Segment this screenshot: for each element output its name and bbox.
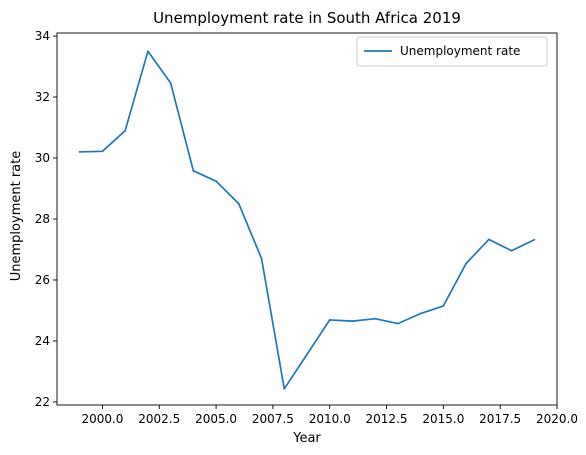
x-tick-label: 2007.5 [252,412,294,426]
x-tick-label: 2012.5 [366,412,408,426]
x-tick-label: 2015.0 [422,412,464,426]
x-tick-label: 2020.0 [536,412,578,426]
data-point [124,129,127,132]
data-point [101,150,104,153]
data-point [237,202,240,205]
y-tick-label: 34 [35,29,50,43]
data-point [283,387,286,390]
y-axis-label: Unemployment rate [9,151,24,281]
data-point [306,353,308,356]
x-tick-label: 2010.0 [309,412,351,426]
data-point [328,319,331,321]
data-point [351,320,354,323]
data-point [192,169,195,172]
data-point [215,180,217,183]
chart-title: Unemployment rate in South Africa 2019 [153,9,461,27]
data-point [147,50,149,53]
data-point [487,238,490,241]
x-tick-label: 2017.5 [479,412,521,426]
data-point [397,322,399,325]
y-tick-label: 24 [35,334,50,348]
legend-label: Unemployment rate [400,44,520,58]
x-tick-label: 2000.0 [81,412,123,426]
data-point [465,262,467,265]
data-point [374,317,377,320]
data-point [419,312,422,315]
x-tick-label: 2005.0 [195,412,237,426]
x-axis-label: Year [292,431,321,446]
data-point [533,238,536,241]
data-point [169,82,172,84]
y-tick-label: 28 [35,212,50,226]
plot-area: 2000.0 2002.5 2005.0 2007.5 2010.0 2012.5 2015… [35,29,578,426]
data-point [78,151,81,153]
y-tick-label: 22 [35,395,50,409]
y-tick-label: 32 [35,90,50,104]
legend-box [356,36,548,67]
data-point [510,249,513,252]
y-tick-label: 30 [35,151,50,165]
y-tick-label: 26 [35,273,50,287]
x-tick-label: 2002.5 [138,412,180,426]
legend: Unemployment rate [356,36,548,67]
data-point [442,305,445,307]
data-point [260,257,263,260]
